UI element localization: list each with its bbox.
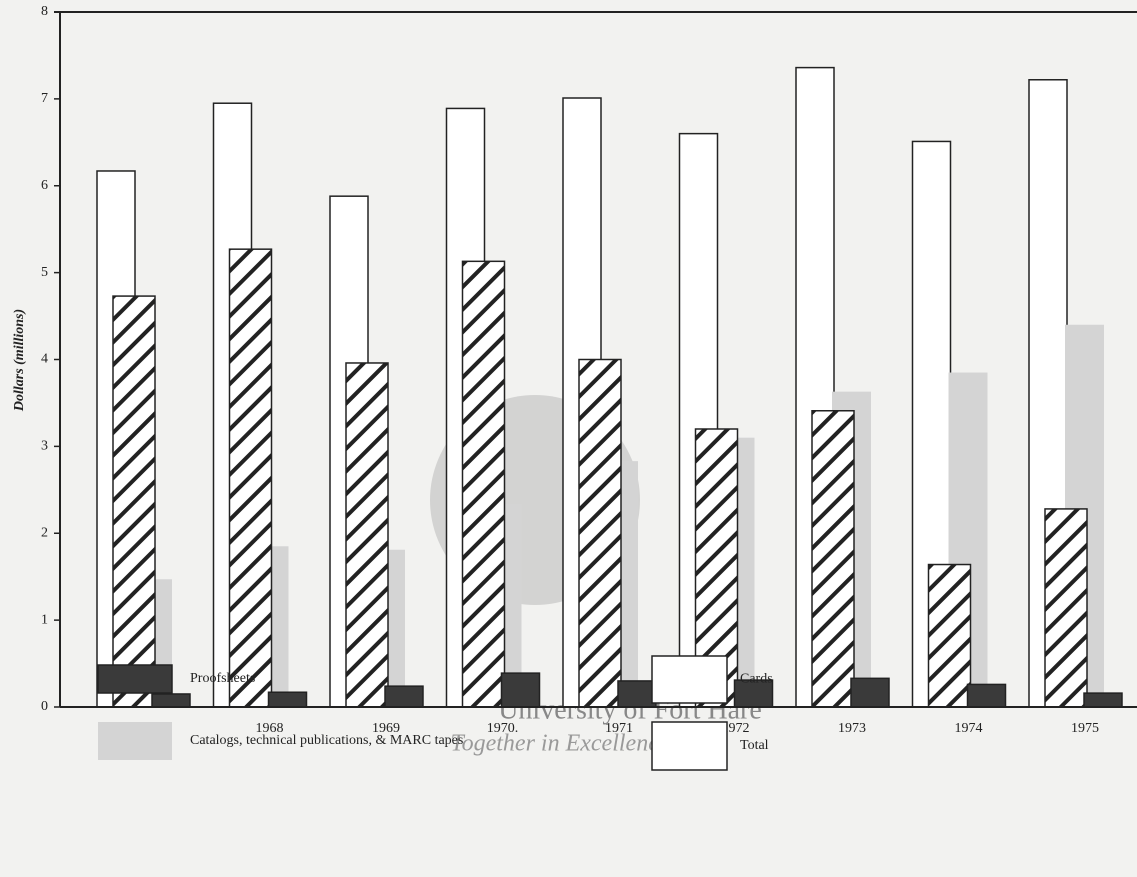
- bar: [500, 672, 541, 708]
- x-tick-label: 1969: [372, 721, 400, 736]
- y-tick-label: 1: [41, 612, 48, 627]
- x-tick-label: 1972: [722, 721, 750, 736]
- legend-label: Total: [740, 738, 769, 753]
- bar: [151, 693, 191, 708]
- bar: [617, 680, 657, 708]
- y-axis-label: Dollars (millions): [12, 309, 27, 412]
- legend-swatch: [97, 664, 173, 694]
- bar: [384, 685, 424, 708]
- bar: [850, 677, 890, 708]
- bar: [228, 248, 273, 708]
- y-tick-label: 5: [41, 265, 48, 280]
- x-tick-label: 1968: [256, 721, 284, 736]
- bar: [461, 260, 506, 708]
- legend-label: Proofsheets: [190, 671, 255, 686]
- y-tick-label: 6: [41, 178, 48, 193]
- watermark-subtitle: Together in Excellence: [450, 731, 669, 757]
- bar: [578, 358, 622, 708]
- x-tick-label: 1973: [838, 721, 866, 736]
- y-tick-label: 0: [41, 699, 48, 714]
- legend-label: Catalogs, technical publications, & MARC…: [190, 733, 463, 748]
- x-tick-label: 1975: [1071, 721, 1099, 736]
- bar: [267, 691, 308, 708]
- legend-swatch: [651, 655, 728, 704]
- bar: [811, 410, 855, 708]
- bar: [1083, 692, 1123, 708]
- legend-swatch: [651, 721, 728, 771]
- x-tick-label: 1971: [605, 721, 633, 736]
- bar: [966, 683, 1007, 708]
- bar: [1044, 508, 1088, 708]
- y-tick-label: 7: [41, 91, 48, 106]
- y-tick-label: 2: [41, 525, 48, 540]
- y-tick-label: 8: [41, 4, 48, 19]
- bar: [733, 679, 774, 708]
- bar: [345, 362, 389, 708]
- legend-label: Cards: [740, 672, 773, 687]
- y-tick-label: 4: [41, 352, 48, 367]
- legend-swatch: [98, 722, 172, 760]
- x-tick-label: 1970.: [487, 721, 519, 736]
- y-tick-label: 3: [41, 439, 48, 454]
- bar: [112, 295, 156, 708]
- x-tick-label: 1974: [955, 721, 983, 736]
- bar: [927, 563, 972, 708]
